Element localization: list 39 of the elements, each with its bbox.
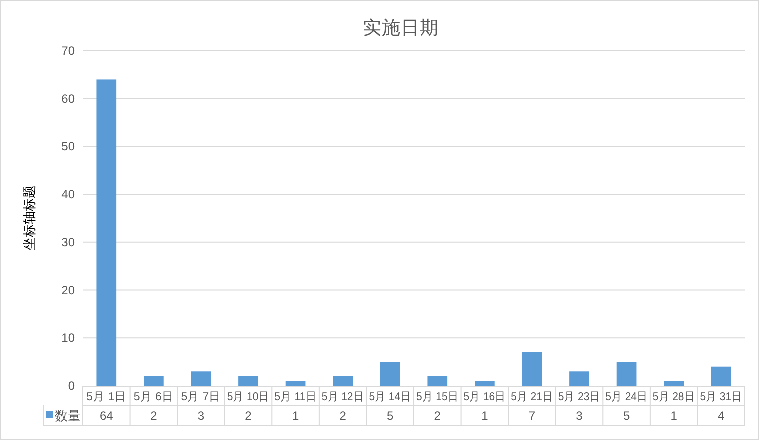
xtick: 5月 21日 <box>511 392 558 404</box>
xtick: 5月 28日 <box>652 392 700 404</box>
ytick: 40 <box>62 188 75 202</box>
data-label: 1 <box>482 409 488 423</box>
ytick: 60 <box>62 92 75 106</box>
ytick: 20 <box>62 283 75 298</box>
ytick: 30 <box>62 235 75 250</box>
data-label: 64 <box>100 409 114 423</box>
xtick: 5月 16日 <box>464 392 510 404</box>
xtick: 5月 1日 <box>86 392 127 404</box>
xtick: 5月 23日 <box>558 392 605 404</box>
ylabel: 坐标轴标题 <box>22 186 37 250</box>
xtick: 5月 15日 <box>416 392 463 404</box>
xtick: 5月 7日 <box>181 392 222 404</box>
data-label: 4 <box>718 409 725 423</box>
data-label: 1 <box>670 409 678 423</box>
xtick: 5月 24日 <box>606 392 652 404</box>
data-label: 2 <box>150 409 158 423</box>
ytick: 10 <box>62 331 75 346</box>
data-label: 2 <box>245 409 252 423</box>
data-label: 3 <box>576 409 583 423</box>
ytick: 0 <box>68 379 75 393</box>
data-label: 1 <box>292 409 300 423</box>
ytick: 70 <box>62 44 75 58</box>
legend: 数量 <box>55 408 81 424</box>
xtick: 5月 11日 <box>274 392 320 404</box>
ytick: 50 <box>62 140 75 154</box>
data-label: 3 <box>198 409 205 423</box>
xtick: 5月 31日 <box>700 392 747 404</box>
data-label: 5 <box>623 409 630 423</box>
xtick: 5月 12日 <box>322 392 368 404</box>
xtick: 5月 14日 <box>369 392 416 404</box>
xtick: 5月 10日 <box>227 392 274 404</box>
data-label: 5 <box>387 409 394 423</box>
data-label: 7 <box>528 409 536 423</box>
xtick: 5月 6日 <box>134 392 174 404</box>
title: 实施日期 <box>363 17 439 38</box>
data-label: 2 <box>434 409 441 423</box>
data-label: 2 <box>340 409 346 423</box>
